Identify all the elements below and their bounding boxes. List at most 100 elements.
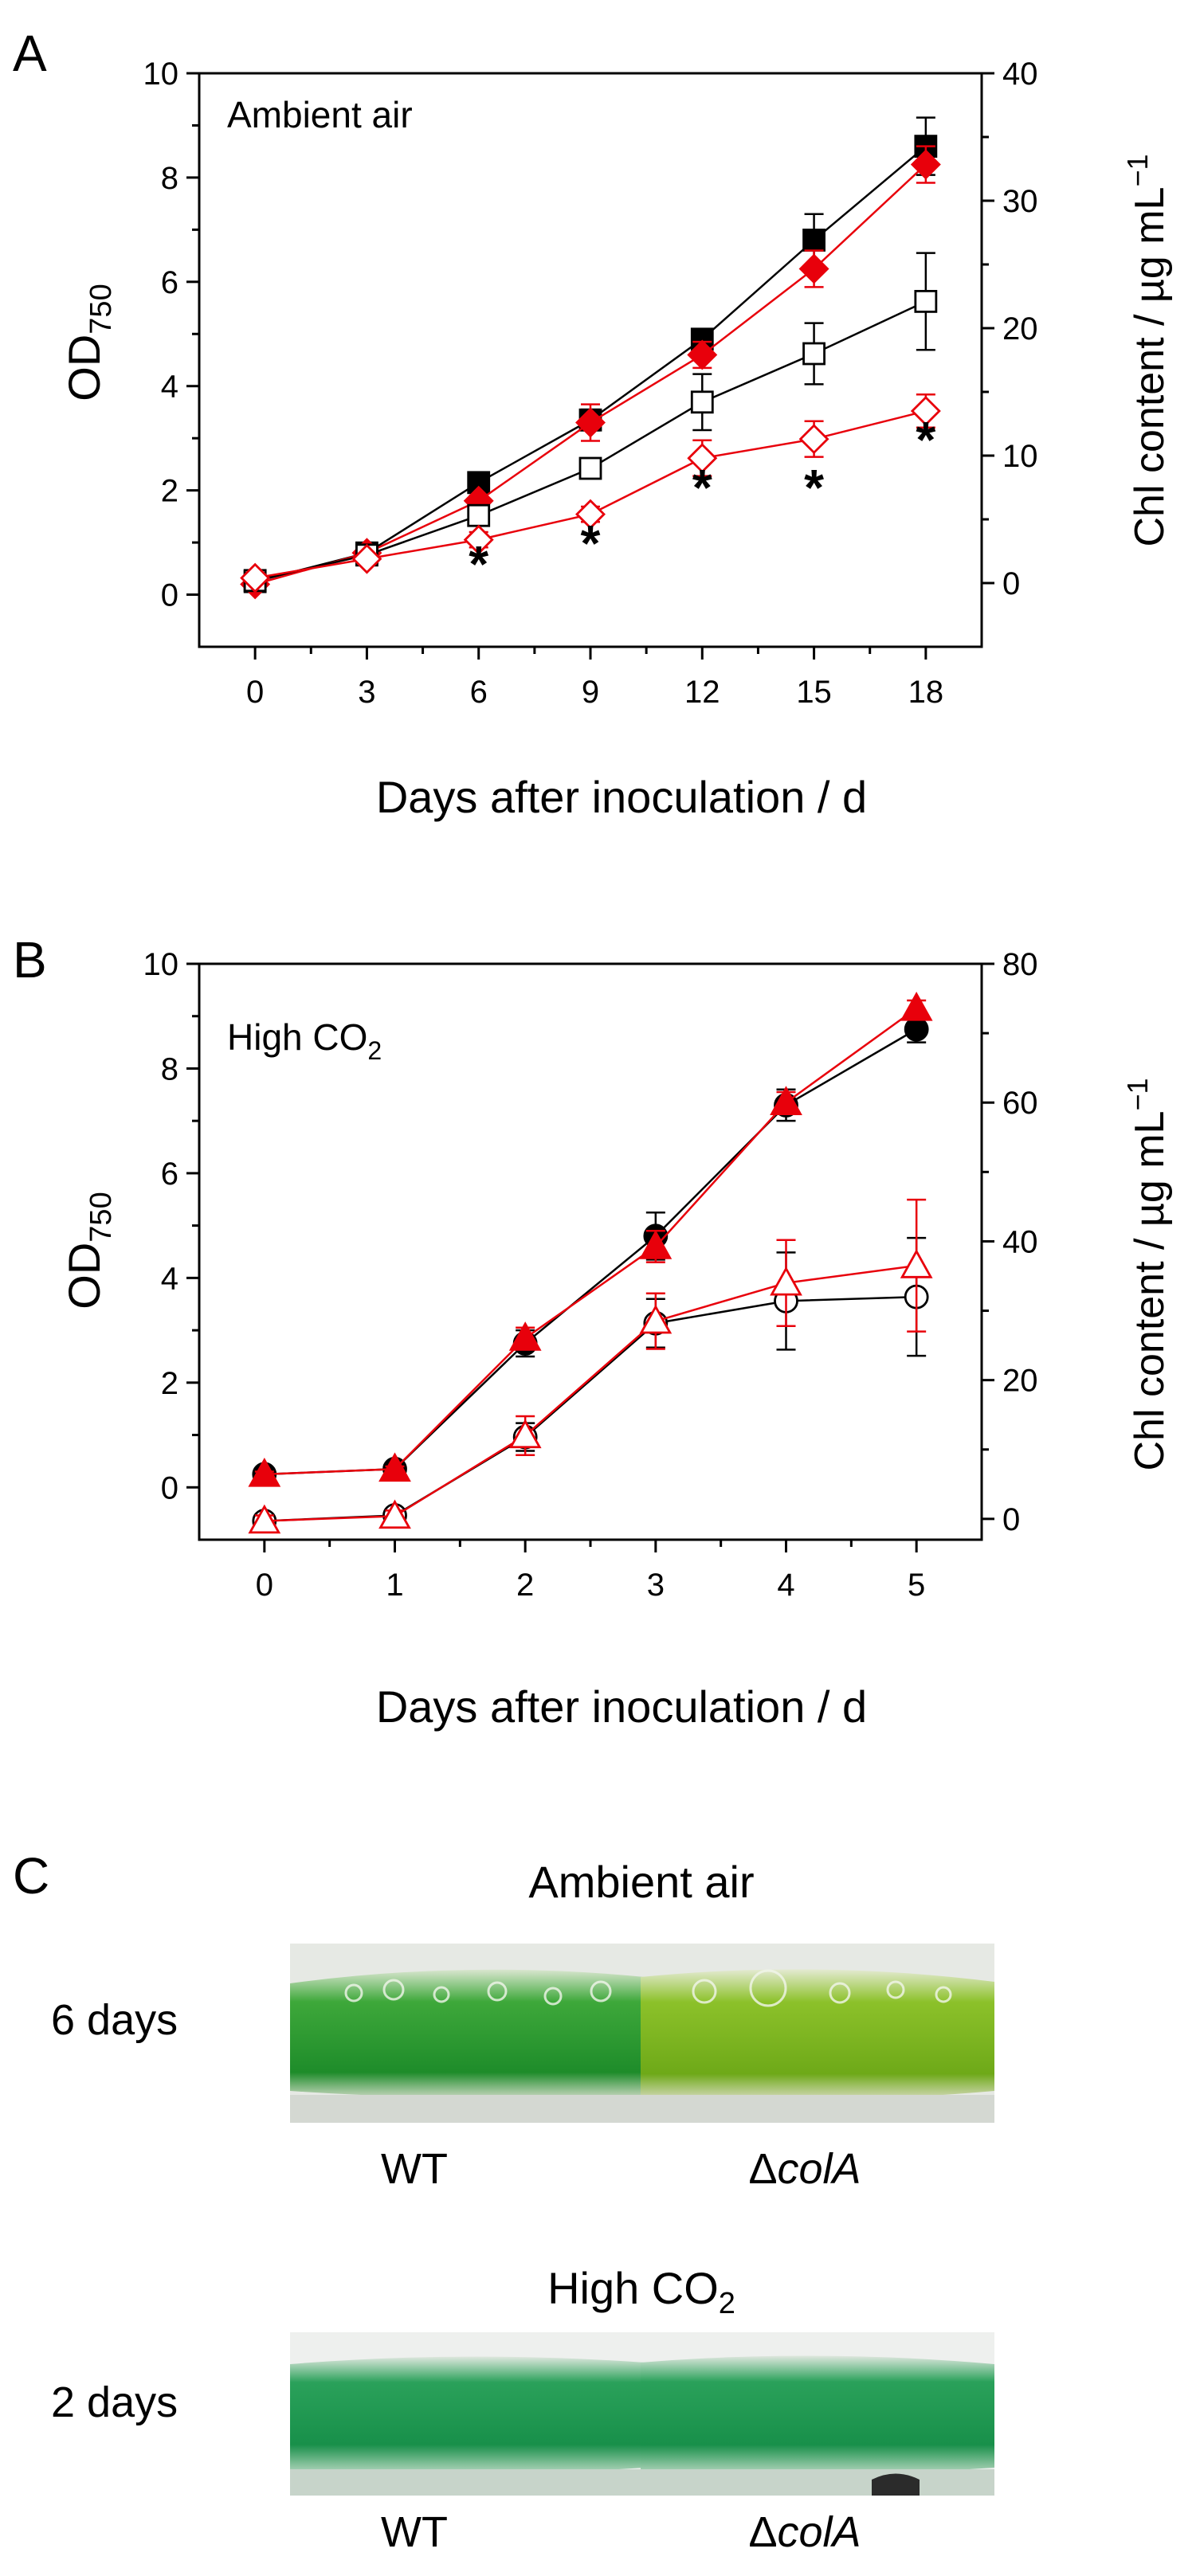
series-wt-chl [243,252,938,593]
strain-label-colA: ΔcolA [748,2145,861,2193]
data-point [687,339,718,370]
data-point [798,253,829,284]
culture-photo-ambient-air [290,1944,994,2123]
data-point [575,407,606,438]
row-label-2-days: 2 days [51,2378,178,2426]
y-tick-label: 0 [161,578,178,613]
x-tick-label: 1 [386,1568,403,1603]
row-label-6-days: 6 days [51,1996,178,2044]
data-point [770,1086,802,1115]
data-point [910,149,941,180]
x-tick-label: 2 [516,1568,534,1603]
photo-title-high-co2: High CO2 [547,2263,735,2321]
y2-tick-label: 60 [1002,1086,1038,1121]
series-line [264,1264,917,1522]
series-line [264,1028,917,1476]
y2-tick-label: 0 [1002,566,1020,601]
x-axis-label: Days after inoculation / d [376,1681,867,1732]
y-axis-label-left: OD750 [59,1192,118,1309]
x-tick-label: 12 [684,675,720,710]
data-point [770,1266,802,1296]
x-tick-label: 15 [796,675,832,710]
data-point [463,524,494,555]
chart-annotation: Ambient air [227,94,413,135]
series--cola-od750 [248,991,933,1487]
data-point [508,1419,542,1449]
data-point [508,1321,542,1351]
significance-asterisk: * [581,515,601,572]
data-point [240,562,271,593]
y2-tick-label: 30 [1002,184,1038,219]
series-line [264,1007,917,1476]
data-point [914,289,938,313]
significance-asterisk: * [916,411,935,468]
panel-b-label: B [13,931,47,989]
data-point [802,229,825,252]
y-tick-label: 6 [161,265,178,300]
y-axis-label-left: OD750 [59,284,118,401]
series-wt-chl [252,1236,929,1533]
series--cola-chl [248,1198,933,1534]
y-tick-label: 6 [161,1157,178,1192]
data-point [690,390,714,414]
data-point [802,342,825,366]
x-tick-label: 3 [358,675,375,710]
data-point [378,1452,411,1482]
significance-asterisk: * [469,535,488,593]
x-tick-label: 0 [246,675,264,710]
data-point [578,456,602,480]
culture-photo-high-co2 [290,2332,994,2496]
significance-asterisk: * [692,459,712,516]
growth-chart-ambient-air: 0 3 6 9 12 15 18 0 2 4 6 8 10 0 10 20 30 40 * * * * * Ambie… [59,57,1173,822]
strain-label-colA-2: ΔcolA [748,2508,861,2556]
panel-c-label: C [13,1847,50,1905]
y-tick-label: 4 [161,1261,178,1296]
data-point [639,1304,673,1334]
x-axis-label: Days after inoculation / d [376,772,867,822]
series--cola-chl [240,393,941,593]
y-tick-label: 2 [161,474,178,509]
data-point [378,1499,411,1529]
significance-asterisk: * [804,459,824,516]
x-tick-label: 3 [647,1568,665,1603]
series-line [264,1295,917,1522]
data-point [687,443,718,474]
x-tick-label: 5 [908,1568,925,1603]
data-point [467,503,491,527]
y-tick-label: 0 [161,1470,178,1505]
data-point [639,1230,673,1259]
x-tick-label: 6 [470,675,488,710]
growth-chart-high-co2: 0 1 2 3 4 5 0 2 4 6 8 10 0 20 40 60 80 High CO2 Days a… [59,947,1173,1732]
panel-a-label: A [13,25,47,82]
y-tick-label: 10 [143,947,179,982]
x-tick-label: 18 [908,675,944,710]
photo-title-ambient: Ambient air [528,1857,755,1907]
data-point [351,543,382,574]
y2-tick-label: 10 [1002,439,1038,474]
data-point [904,1016,929,1042]
y2-tick-label: 40 [1002,1224,1038,1259]
y-tick-label: 8 [161,1051,178,1086]
strain-label-wt: WT [381,2145,448,2193]
y2-tick-label: 20 [1002,311,1038,346]
data-point [248,1457,281,1487]
chart-annotation: High CO2 [227,1016,382,1065]
series-wt-od750 [252,1015,929,1487]
data-point [900,1249,933,1278]
y2-tick-label: 80 [1002,947,1038,982]
y-tick-label: 2 [161,1366,178,1401]
x-tick-label: 0 [256,1568,273,1603]
y-tick-label: 10 [143,57,179,92]
y2-tick-label: 0 [1002,1502,1020,1537]
y-tick-label: 8 [161,161,178,196]
data-point [248,1504,281,1534]
data-point [798,424,829,455]
x-tick-label: 4 [777,1568,794,1603]
y-axis-label-right: Chl content / µg mL−1 [1121,155,1173,547]
y-tick-label: 4 [161,370,178,405]
data-point [910,396,941,426]
strain-label-wt-2: WT [381,2508,448,2556]
y2-tick-label: 40 [1002,57,1038,92]
y-axis-label-right: Chl content / µg mL−1 [1121,1079,1173,1471]
data-point [575,499,606,530]
